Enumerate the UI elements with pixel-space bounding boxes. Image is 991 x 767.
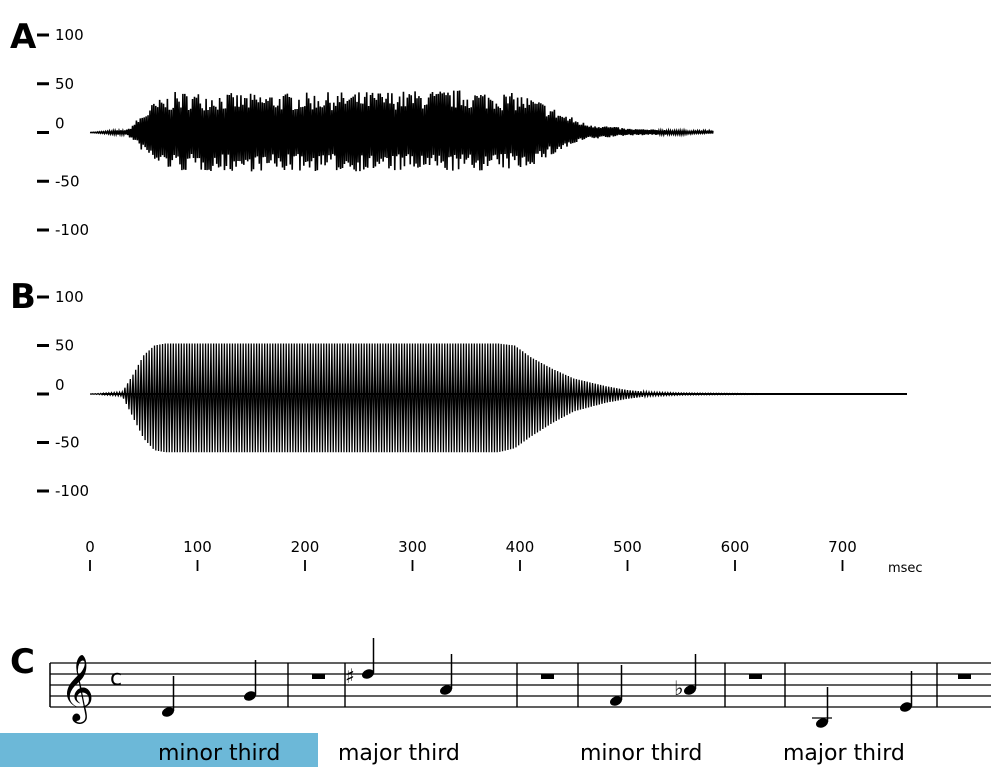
time-tick-label: 0: [85, 538, 95, 556]
quarter-note-icon: [162, 676, 175, 717]
interval-highlight: [0, 733, 318, 767]
interval-labels: minor third major third minor third major t…: [158, 741, 905, 766]
time-axis-unit: msec: [888, 561, 923, 576]
rest-icon: [312, 674, 325, 679]
panel-a-ytick-label: 0: [55, 115, 65, 133]
panel-b-ytick-label: 50: [55, 337, 74, 355]
time-tick-label: 200: [291, 538, 320, 556]
rest-icon: [958, 674, 971, 679]
treble-clef-icon: 𝄞: [60, 653, 94, 724]
time-tick-label: 300: [398, 538, 427, 556]
panel-b-ytick-label: -100: [55, 482, 89, 500]
quarter-note-icon: [362, 638, 375, 679]
panel-c-score: C 𝄞 c ♯ ♭ minor third major third minor third…: [0, 638, 991, 767]
interval-label: minor third: [158, 741, 280, 766]
panel-b-y-axis: 100 50 0 -50 -100: [37, 288, 89, 500]
time-axis: msec 0 100 200 300 400 500 600 700: [85, 538, 922, 576]
panel-b-signal: [89, 343, 907, 453]
panel-a-waveform-trace: [89, 90, 714, 172]
interval-label: major third: [338, 741, 460, 766]
panel-b-ytick-mark: [37, 344, 49, 347]
quarter-note-icon: [816, 687, 829, 728]
panel-a-ytick-label: -100: [55, 221, 89, 239]
quarter-note-icon: [684, 654, 697, 695]
time-tick-label: 600: [721, 538, 750, 556]
panel-b-waveform-trace: [89, 343, 907, 453]
time-tick-label: 700: [828, 538, 857, 556]
panel-a-signal: [89, 90, 714, 172]
panel-b-waveform: B 100 50 0 -50 -100: [10, 277, 907, 500]
panel-a-ytick-label: -50: [55, 172, 80, 190]
panel-b-ytick-label: 0: [55, 376, 65, 394]
panel-a-ytick-label: 50: [55, 75, 74, 93]
quarter-note-icon: [244, 660, 257, 701]
panel-b-ytick-mark: [37, 441, 49, 444]
panel-a-waveform: A 100 50 0 -50 -100: [10, 17, 714, 239]
time-tick-label: 400: [506, 538, 535, 556]
panel-a-ytick-mark: [37, 82, 49, 86]
panel-b-ytick-mark: [37, 392, 49, 396]
panel-b-ytick-label: 100: [55, 288, 84, 306]
panel-a-ytick-mark: [37, 131, 49, 134]
panel-b-letter: B: [10, 277, 36, 317]
panel-a-y-axis: 100 50 0 -50 -100: [37, 26, 89, 239]
rest-icon: [749, 674, 762, 679]
time-tick-label: 100: [183, 538, 212, 556]
time-tick-label: 500: [613, 538, 642, 556]
panel-b-ytick-mark: [37, 295, 49, 299]
panel-a-ytick-label: 100: [55, 26, 84, 44]
quarter-note-icon: [610, 665, 623, 706]
panel-a-ytick-mark: [37, 33, 49, 37]
sharp-icon: ♯: [345, 664, 355, 688]
music-staff: 𝄞 c ♯ ♭: [49, 638, 991, 728]
rest-icon: [541, 674, 554, 679]
panel-b-ytick-mark: [37, 489, 49, 493]
quarter-note-icon: [900, 671, 913, 712]
common-time-icon: c: [110, 666, 122, 691]
flat-icon: ♭: [674, 676, 683, 700]
panel-a-ytick-mark: [37, 228, 49, 232]
interval-label: minor third: [580, 741, 702, 766]
panel-a-letter: A: [10, 17, 37, 57]
quarter-note-icon: [440, 654, 453, 695]
panel-c-letter: C: [10, 642, 35, 682]
panel-a-ytick-mark: [37, 179, 49, 183]
interval-label: major third: [783, 741, 905, 766]
panel-b-ytick-label: -50: [55, 434, 80, 452]
